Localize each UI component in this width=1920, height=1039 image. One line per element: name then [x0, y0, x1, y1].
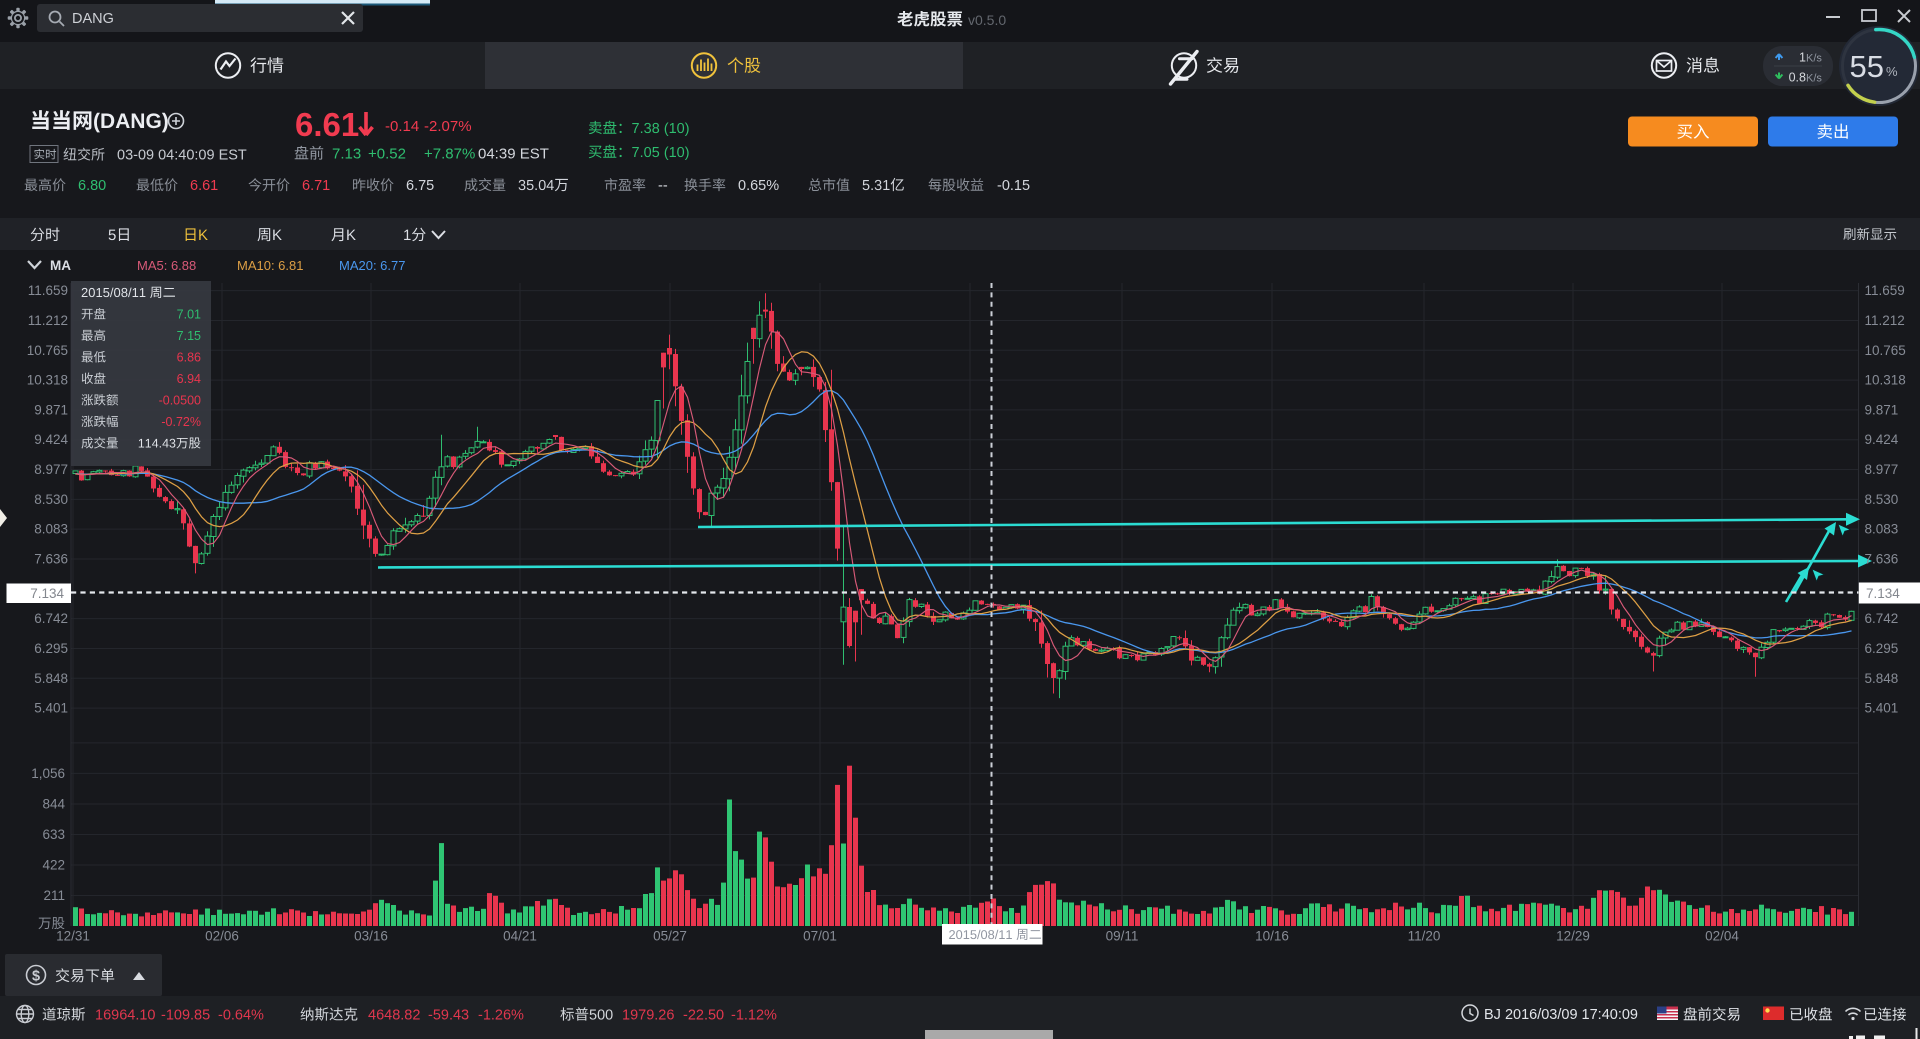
svg-text:7.636: 7.636	[1865, 552, 1899, 567]
svg-text:BJ 2016/03/09 17:40:09: BJ 2016/03/09 17:40:09	[1484, 1007, 1638, 1023]
svg-text:11.212: 11.212	[28, 313, 68, 328]
svg-text:6.295: 6.295	[1865, 641, 1899, 656]
svg-text:6.295: 6.295	[34, 641, 68, 656]
svg-text:10/16: 10/16	[1255, 929, 1289, 944]
svg-text:7.134: 7.134	[1866, 586, 1900, 601]
svg-text:9.871: 9.871	[1865, 402, 1899, 417]
svg-text:8.083: 8.083	[34, 522, 68, 537]
svg-text:10.765: 10.765	[1865, 343, 1906, 358]
svg-text:6.61: 6.61	[295, 106, 359, 143]
svg-text:8.977: 8.977	[1865, 462, 1899, 477]
svg-text:5.848: 5.848	[1865, 671, 1899, 686]
svg-text:12/31: 12/31	[56, 929, 90, 944]
svg-text:422: 422	[42, 858, 65, 873]
svg-text:6.86: 6.86	[177, 351, 201, 365]
svg-text:11.659: 11.659	[28, 283, 68, 298]
svg-text:8.977: 8.977	[34, 462, 68, 477]
svg-text:05/27: 05/27	[653, 929, 687, 944]
svg-text:8.530: 8.530	[34, 492, 68, 507]
svg-text:9.871: 9.871	[34, 402, 68, 417]
svg-text:0.8: 0.8	[1789, 71, 1806, 85]
svg-text:1,056: 1,056	[31, 766, 65, 781]
svg-text:10.318: 10.318	[27, 373, 68, 388]
svg-text:7.134: 7.134	[30, 586, 64, 601]
svg-text:DANG: DANG	[72, 11, 114, 27]
svg-text:6.61: 6.61	[190, 178, 218, 194]
svg-text:11.212: 11.212	[1865, 313, 1905, 328]
svg-text:-1.12%: -1.12%	[731, 1008, 777, 1024]
svg-text:-0.15: -0.15	[997, 178, 1030, 194]
svg-text:1979.26: 1979.26	[622, 1008, 674, 1024]
svg-text:+7.87%: +7.87%	[424, 146, 475, 163]
svg-text:11/20: 11/20	[1408, 929, 1441, 944]
svg-text:7.01: 7.01	[177, 308, 201, 322]
svg-text:MA10: 6.81: MA10: 6.81	[237, 258, 304, 273]
svg-text:MA5: 6.88: MA5: 6.88	[137, 258, 196, 273]
svg-text:211: 211	[43, 888, 65, 903]
svg-text:6.80: 6.80	[78, 178, 106, 194]
svg-text:7.13: 7.13	[332, 146, 361, 163]
svg-text:-59.43: -59.43	[428, 1008, 469, 1024]
svg-text:K/s: K/s	[1806, 73, 1822, 85]
svg-text:9.424: 9.424	[1865, 432, 1899, 447]
svg-text:16964.10: 16964.10	[95, 1008, 155, 1024]
svg-text:-2.07%: -2.07%	[424, 118, 472, 135]
svg-text:-1.26%: -1.26%	[478, 1008, 524, 1024]
svg-text:6.94: 6.94	[177, 372, 201, 386]
svg-text:6.75: 6.75	[406, 178, 434, 194]
svg-text:07/01: 07/01	[803, 929, 837, 944]
svg-text:844: 844	[42, 797, 65, 812]
svg-text:5.401: 5.401	[34, 701, 68, 716]
svg-text:v0.5.0: v0.5.0	[968, 12, 1006, 28]
svg-text:6.742: 6.742	[1865, 611, 1899, 626]
svg-text:09/11: 09/11	[1106, 929, 1139, 944]
svg-text:-0.14: -0.14	[385, 118, 419, 135]
svg-text:55: 55	[1850, 49, 1884, 84]
svg-text:6.71: 6.71	[302, 178, 330, 194]
svg-text:7.15: 7.15	[177, 329, 201, 343]
svg-text:%: %	[1886, 64, 1898, 79]
svg-text:-109.85: -109.85	[161, 1008, 210, 1024]
svg-text:9.424: 9.424	[34, 432, 68, 447]
svg-text:03/16: 03/16	[354, 929, 388, 944]
svg-text:5.848: 5.848	[34, 671, 68, 686]
svg-text:633: 633	[42, 827, 65, 842]
svg-text:4648.82: 4648.82	[368, 1008, 420, 1024]
svg-text:7.636: 7.636	[34, 552, 68, 567]
svg-text:10.318: 10.318	[1865, 373, 1906, 388]
svg-text:-0.64%: -0.64%	[218, 1008, 264, 1024]
svg-text:5.401: 5.401	[1865, 701, 1899, 716]
svg-text:8.530: 8.530	[1865, 492, 1899, 507]
svg-text:-22.50: -22.50	[683, 1008, 724, 1024]
svg-text:--: --	[658, 178, 668, 194]
svg-text:0.65%: 0.65%	[738, 178, 779, 194]
svg-text:+0.52: +0.52	[368, 146, 406, 163]
svg-text:12/29: 12/29	[1556, 929, 1590, 944]
svg-text:8.083: 8.083	[1865, 522, 1899, 537]
svg-text:04:39 EST: 04:39 EST	[478, 146, 549, 163]
svg-text:04/21: 04/21	[503, 929, 537, 944]
svg-text:1: 1	[1799, 51, 1806, 65]
svg-text:-0.0500: -0.0500	[159, 394, 201, 408]
svg-text:-0.72%: -0.72%	[161, 415, 201, 429]
svg-text:MA: MA	[50, 258, 71, 273]
svg-text:10.765: 10.765	[27, 343, 68, 358]
svg-text:$: $	[32, 969, 40, 985]
svg-text:11.659: 11.659	[1865, 283, 1905, 298]
svg-text:03-09 04:40:09 EST: 03-09 04:40:09 EST	[117, 148, 247, 164]
svg-text:02/06: 02/06	[205, 929, 239, 944]
svg-text:K/s: K/s	[1806, 53, 1822, 65]
svg-text:02/04: 02/04	[1705, 929, 1739, 944]
svg-text:MA20: 6.77: MA20: 6.77	[339, 258, 406, 273]
svg-text:6.742: 6.742	[34, 611, 68, 626]
